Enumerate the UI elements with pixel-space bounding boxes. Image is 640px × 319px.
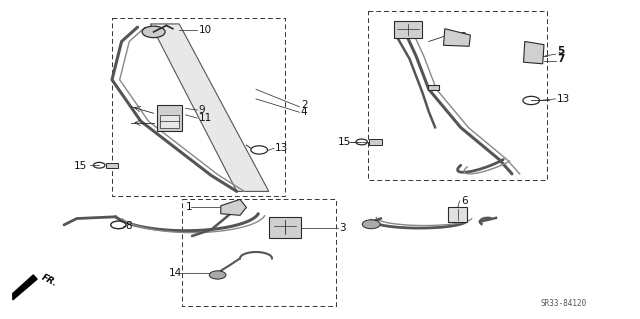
Polygon shape [13,275,37,300]
Text: SR33-84120: SR33-84120 [540,299,586,308]
Text: 13: 13 [557,94,570,104]
Text: 10: 10 [198,25,212,35]
Text: 15: 15 [74,161,87,171]
Polygon shape [150,24,269,191]
Text: 8: 8 [125,221,131,232]
Text: 4: 4 [301,107,307,117]
Circle shape [362,220,380,229]
Text: 2: 2 [301,100,307,110]
Text: 5: 5 [557,46,564,56]
Text: FR.: FR. [40,273,58,288]
Text: 1: 1 [186,202,192,212]
Text: 7: 7 [557,54,564,64]
Text: 14: 14 [169,268,182,278]
Polygon shape [524,41,544,64]
Bar [448,207,467,222]
Polygon shape [444,29,470,46]
Bar [160,115,179,128]
Polygon shape [157,105,182,131]
Circle shape [209,271,226,279]
Circle shape [142,26,165,38]
Text: 3: 3 [339,223,346,233]
Text: 6: 6 [461,196,467,206]
Bar [369,139,382,145]
Bar [394,21,422,38]
Text: 9: 9 [198,105,205,115]
Text: 12: 12 [454,32,468,42]
Bar [106,163,118,168]
Bar [428,85,439,90]
Text: 15: 15 [337,137,351,147]
Bar [269,217,301,238]
Polygon shape [221,199,246,215]
Text: 11: 11 [198,113,212,123]
Text: 13: 13 [275,143,289,153]
